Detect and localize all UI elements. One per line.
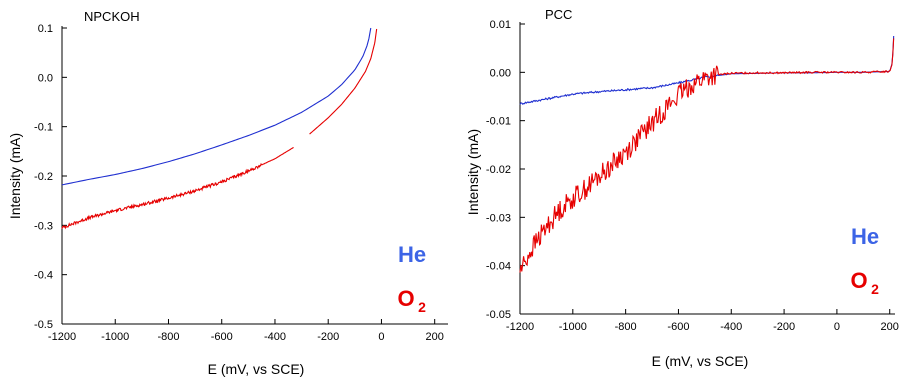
y-axis-label: Intensity (mA) [7, 133, 23, 219]
x-tick-label: -600 [211, 331, 233, 343]
chart-title: PCC [545, 7, 572, 22]
x-tick-label: 200 [881, 321, 899, 333]
series-line [309, 28, 378, 135]
series-line [519, 35, 895, 105]
y-tick-label: 0.1 [38, 23, 53, 35]
legend-label-he: He [851, 224, 879, 249]
legend-label-o2: O [850, 268, 867, 293]
y-tick-label: -0.04 [486, 261, 511, 273]
y-tick-label: -0.03 [486, 212, 511, 224]
x-tick-label: 0 [378, 331, 384, 343]
y-tick-label: -0.05 [486, 309, 511, 321]
y-tick-label: 0.00 [490, 67, 511, 79]
legend-label-o2-subscript: 2 [418, 299, 426, 315]
series-line [61, 27, 372, 186]
y-tick-label: 0.01 [490, 19, 511, 31]
chart-pcc: -0.05 -0.04 -0.03 -0.02 -0.01 0.00 0.01 -1200 -1… [465, 7, 899, 369]
x-tick-label: -1200 [48, 331, 76, 343]
y-tick-label: -0.01 [486, 116, 511, 128]
y-tick-label: 0.0 [38, 72, 53, 84]
y-tick-label: -0.2 [34, 171, 53, 183]
x-axis-label: E (mV, vs SCE) [652, 353, 749, 369]
x-tick-label: 200 [426, 331, 444, 343]
legend-label-o2: O [397, 286, 414, 311]
y-tick-label: -0.5 [34, 319, 53, 331]
legend-label-he: He [398, 242, 426, 267]
x-tick-label: -800 [157, 331, 179, 343]
x-tick-label: -400 [720, 321, 742, 333]
x-tick-label: -1000 [559, 321, 587, 333]
series-line [61, 146, 294, 230]
chart-title: NPCKOH [84, 9, 140, 24]
x-tick-label: -1200 [506, 321, 534, 333]
x-tick-label: -400 [264, 331, 286, 343]
y-tick-label: -0.3 [34, 220, 53, 232]
series-line [519, 38, 895, 273]
x-tick-label: -200 [317, 331, 339, 343]
x-tick-label: -800 [615, 321, 637, 333]
x-tick-label: -600 [667, 321, 689, 333]
y-tick-label: -0.02 [486, 164, 511, 176]
chart-npckoh: -0.5 -0.4 -0.3 -0.2 -0.1 0.0 0.1 -1200 -1000 -800… [7, 9, 448, 377]
x-tick-label: -200 [773, 321, 795, 333]
x-axis-label: E (mV, vs SCE) [208, 361, 305, 377]
x-tick-label: -1000 [101, 331, 129, 343]
y-axis-label: Intensity (mA) [465, 129, 481, 215]
x-tick-label: 0 [834, 321, 840, 333]
y-tick-label: -0.4 [34, 270, 53, 282]
legend-label-o2-subscript: 2 [871, 281, 879, 297]
y-tick-label: -0.1 [34, 122, 53, 134]
